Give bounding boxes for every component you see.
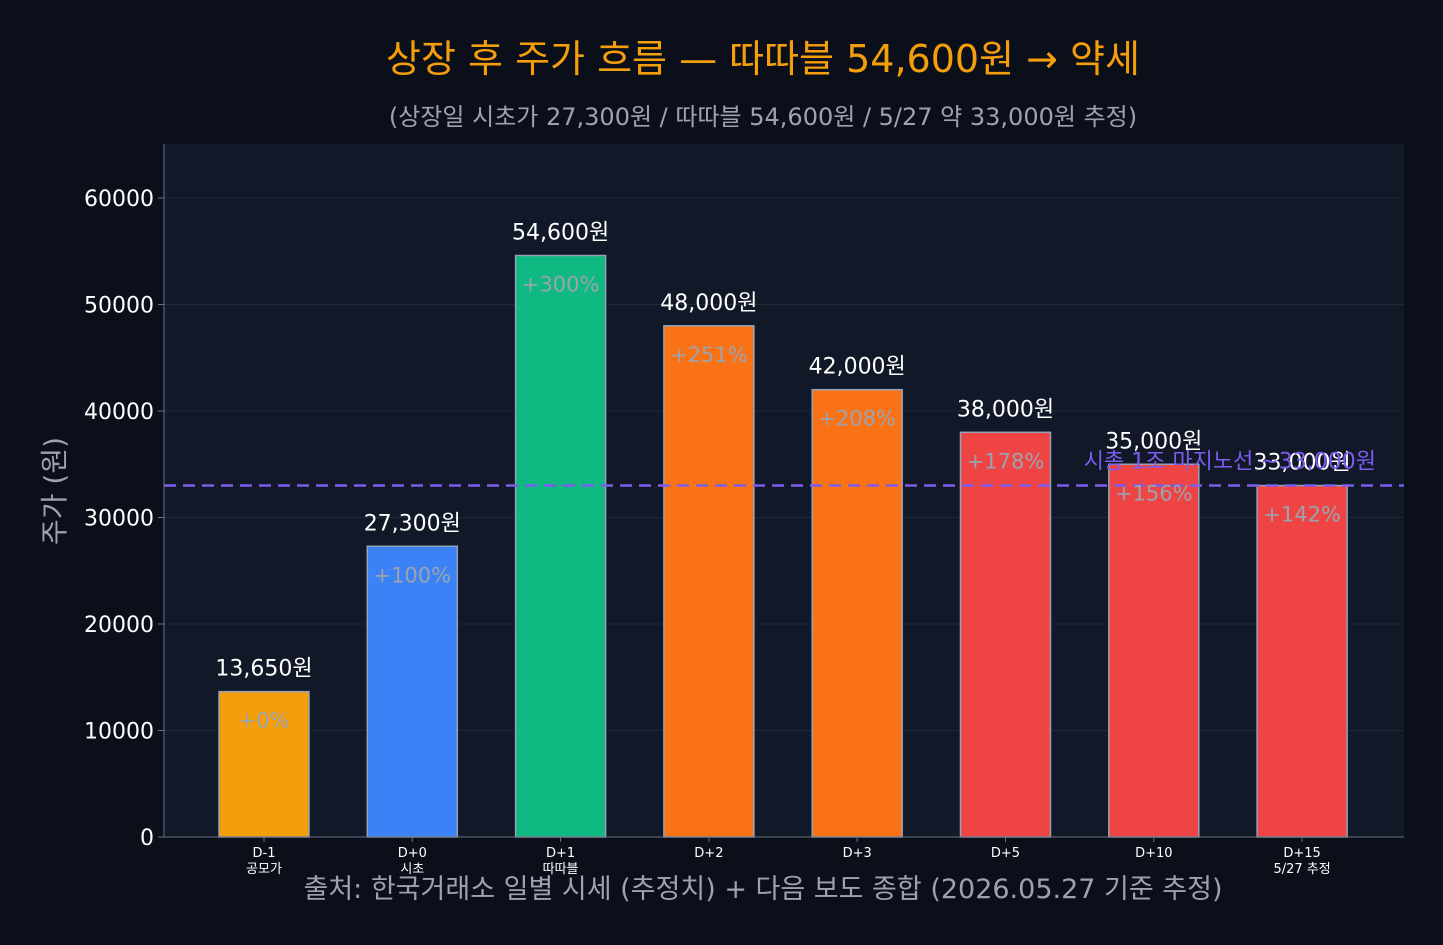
pct-label-1: +100%	[373, 563, 451, 587]
y-tick-label-4: 40000	[84, 400, 154, 425]
y-axis-label: 주가 (원)	[38, 437, 71, 545]
x-tick-label-1-0: D+0	[398, 846, 427, 861]
bar-5	[959, 431, 1052, 838]
bar-1	[366, 545, 459, 838]
bar-7	[1256, 484, 1348, 838]
x-tick-label-0-0: D-1	[253, 846, 276, 861]
bar-labels: 13,650원 +0% 27,300원 +100% 54,600원 +300% 48,000…	[215, 221, 1376, 733]
reference-line-label: 시총 1조 마지노선 ~33,000원	[1084, 450, 1376, 475]
value-label-7: 33,000원	[1253, 451, 1350, 476]
value-label-4: 42,000원	[809, 355, 906, 380]
chart-source: 출처: 한국거래소 일별 시세 (추정치) + 다음 보도 종합 (2026.0…	[303, 874, 1222, 905]
value-label-5: 38,000원	[957, 397, 1054, 422]
chart-title: 상장 후 주가 흐름 — 따따블 54,600원 → 약세	[386, 37, 1140, 81]
chart-subtitle: (상장일 시초가 27,300원 / 따따블 54,600원 / 5/27 약 …	[389, 103, 1137, 131]
pct-label-7: +142%	[1263, 503, 1341, 527]
x-tick-label-5-0: D+5	[991, 846, 1020, 861]
pct-label-3: +251%	[670, 343, 748, 367]
x-tick-label-1-1: 시초	[400, 862, 424, 877]
bar-3	[663, 325, 755, 838]
x-tick-label-2-1: 따따블	[543, 862, 579, 877]
pct-label-5: +178%	[967, 449, 1045, 473]
plot-area	[164, 144, 1404, 837]
bar-4	[811, 388, 903, 838]
bar-6	[1108, 463, 1200, 838]
bars	[218, 254, 1348, 838]
y-tick-label-5: 50000	[84, 294, 154, 319]
value-label-3: 48,000원	[660, 291, 757, 316]
value-label-1: 27,300원	[364, 511, 461, 536]
y-tick-label-3: 30000	[84, 507, 154, 532]
x-tick-label-3-0: D+2	[694, 846, 723, 861]
y-tick-label-1: 10000	[84, 720, 154, 745]
x-tick-label-0-1: 공모가	[246, 862, 282, 877]
pct-label-0: +0%	[239, 709, 290, 733]
y-tick-label-0: 0	[140, 826, 154, 851]
pct-label-2: +300%	[522, 273, 600, 297]
value-label-0: 13,650원	[215, 657, 312, 682]
pct-label-4: +208%	[818, 407, 896, 431]
value-label-6: 35,000원	[1105, 429, 1202, 454]
pct-label-6: +156%	[1115, 481, 1193, 505]
value-label-2: 54,600원	[512, 221, 609, 246]
x-tick-label-2-0: D+1	[546, 846, 575, 861]
x-tick-label-4-0: D+3	[843, 846, 872, 861]
y-tick-label-2: 20000	[84, 613, 154, 638]
x-tick-label-7-1: 5/27 추정	[1273, 862, 1330, 877]
y-tick-label-6: 60000	[84, 187, 154, 212]
x-tick-label-7-0: D+15	[1283, 846, 1320, 861]
x-tick-label-6-0: D+10	[1135, 846, 1172, 861]
bar-2	[514, 254, 607, 838]
